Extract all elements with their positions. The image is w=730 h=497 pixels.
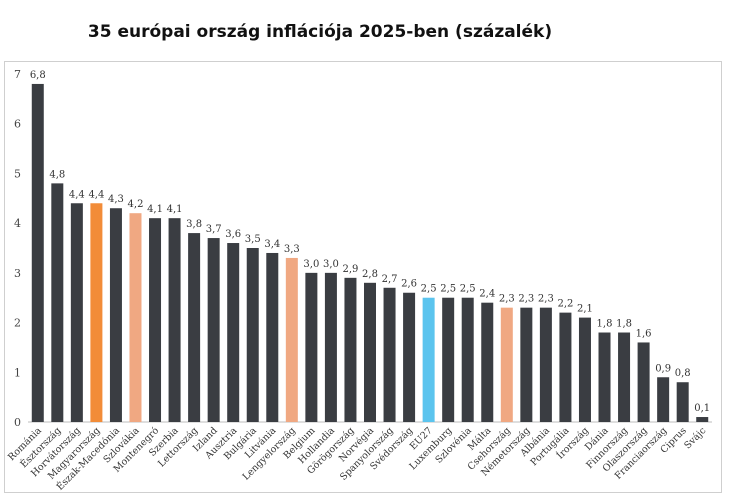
data-label: 0,8 (675, 368, 691, 379)
data-label: 3,4 (264, 239, 280, 250)
bar (149, 218, 162, 422)
data-label: 2,4 (479, 289, 495, 300)
y-tick-label: 1 (14, 366, 21, 379)
data-label: 2,3 (499, 294, 515, 305)
bar (618, 332, 631, 422)
bar (285, 257, 298, 422)
data-label: 0,9 (655, 363, 671, 374)
data-label: 2,7 (382, 274, 398, 285)
bar (168, 218, 181, 422)
bar (520, 307, 533, 422)
bar (696, 417, 709, 422)
bar (461, 297, 474, 422)
bar (266, 252, 279, 422)
bar (305, 272, 318, 422)
bar (188, 233, 201, 422)
data-label: 3,0 (323, 259, 339, 270)
data-label: 2,8 (362, 269, 378, 280)
chart-frame (4, 61, 722, 493)
data-label: 1,6 (636, 328, 652, 339)
data-label: 4,3 (108, 194, 124, 205)
data-label: 1,8 (616, 319, 632, 330)
data-label: 4,1 (147, 204, 163, 215)
data-label: 2,2 (557, 299, 573, 310)
data-label: 4,4 (88, 189, 104, 200)
bar (657, 377, 670, 422)
data-label: 4,1 (167, 204, 183, 215)
bar (246, 248, 259, 422)
bar (559, 312, 572, 422)
bar (383, 287, 396, 422)
data-label: 4,8 (49, 169, 65, 180)
y-tick-label: 0 (14, 416, 21, 429)
bar (364, 282, 376, 422)
bar (344, 277, 357, 422)
data-label: 2,6 (401, 279, 417, 290)
data-label: 2,5 (440, 284, 456, 295)
bars (31, 83, 709, 422)
data-label: 3,8 (186, 219, 202, 230)
bar (227, 243, 240, 422)
data-label: 2,9 (343, 264, 359, 275)
bar (578, 317, 591, 422)
y-tick-label: 2 (14, 317, 21, 330)
bar (51, 183, 64, 422)
chart-title: 35 európai ország inflációja 2025-ben (s… (87, 22, 553, 42)
data-label: 2,3 (518, 294, 534, 305)
bar (31, 83, 44, 422)
data-label: 4,4 (69, 189, 85, 200)
y-tick-label: 6 (14, 118, 21, 131)
data-label: 2,3 (538, 294, 554, 305)
y-tick-label: 3 (14, 267, 21, 280)
bar (129, 213, 142, 422)
bar (598, 332, 611, 422)
data-label: 4,2 (128, 199, 144, 210)
data-label: 0,1 (694, 403, 710, 414)
bar (676, 382, 689, 422)
bar (109, 208, 122, 422)
y-tick-label: 5 (14, 167, 21, 180)
data-label: 3,6 (225, 229, 241, 240)
data-label: 3,3 (284, 244, 300, 255)
bar (90, 203, 103, 422)
bar (403, 292, 416, 422)
data-label: 1,8 (597, 319, 613, 330)
category-labels: RomániaÉsztországHorvátországMagyarorszá… (6, 424, 708, 492)
category-label: Svájc (682, 425, 708, 451)
bar (70, 203, 83, 422)
bar (481, 302, 494, 422)
data-label: 2,1 (577, 304, 593, 315)
bar (422, 297, 435, 422)
bar (442, 297, 455, 422)
y-tick-label: 4 (14, 217, 21, 230)
data-label: 3,0 (303, 259, 319, 270)
data-label: 3,5 (245, 234, 261, 245)
bar (207, 238, 220, 422)
y-tick-label: 7 (14, 68, 21, 81)
data-label: 2,5 (460, 284, 476, 295)
data-label: 2,5 (421, 284, 437, 295)
data-label: 3,7 (206, 224, 222, 235)
data-label: 6,8 (30, 70, 46, 81)
bar (637, 342, 650, 422)
bar (500, 307, 513, 422)
bar (539, 307, 552, 422)
value-labels: 6,84,84,4 4,4 4,3 4,2 4,1 4,13,8 3,7 3,6 3,5 3,4 3… (30, 70, 710, 414)
bar (324, 272, 337, 422)
